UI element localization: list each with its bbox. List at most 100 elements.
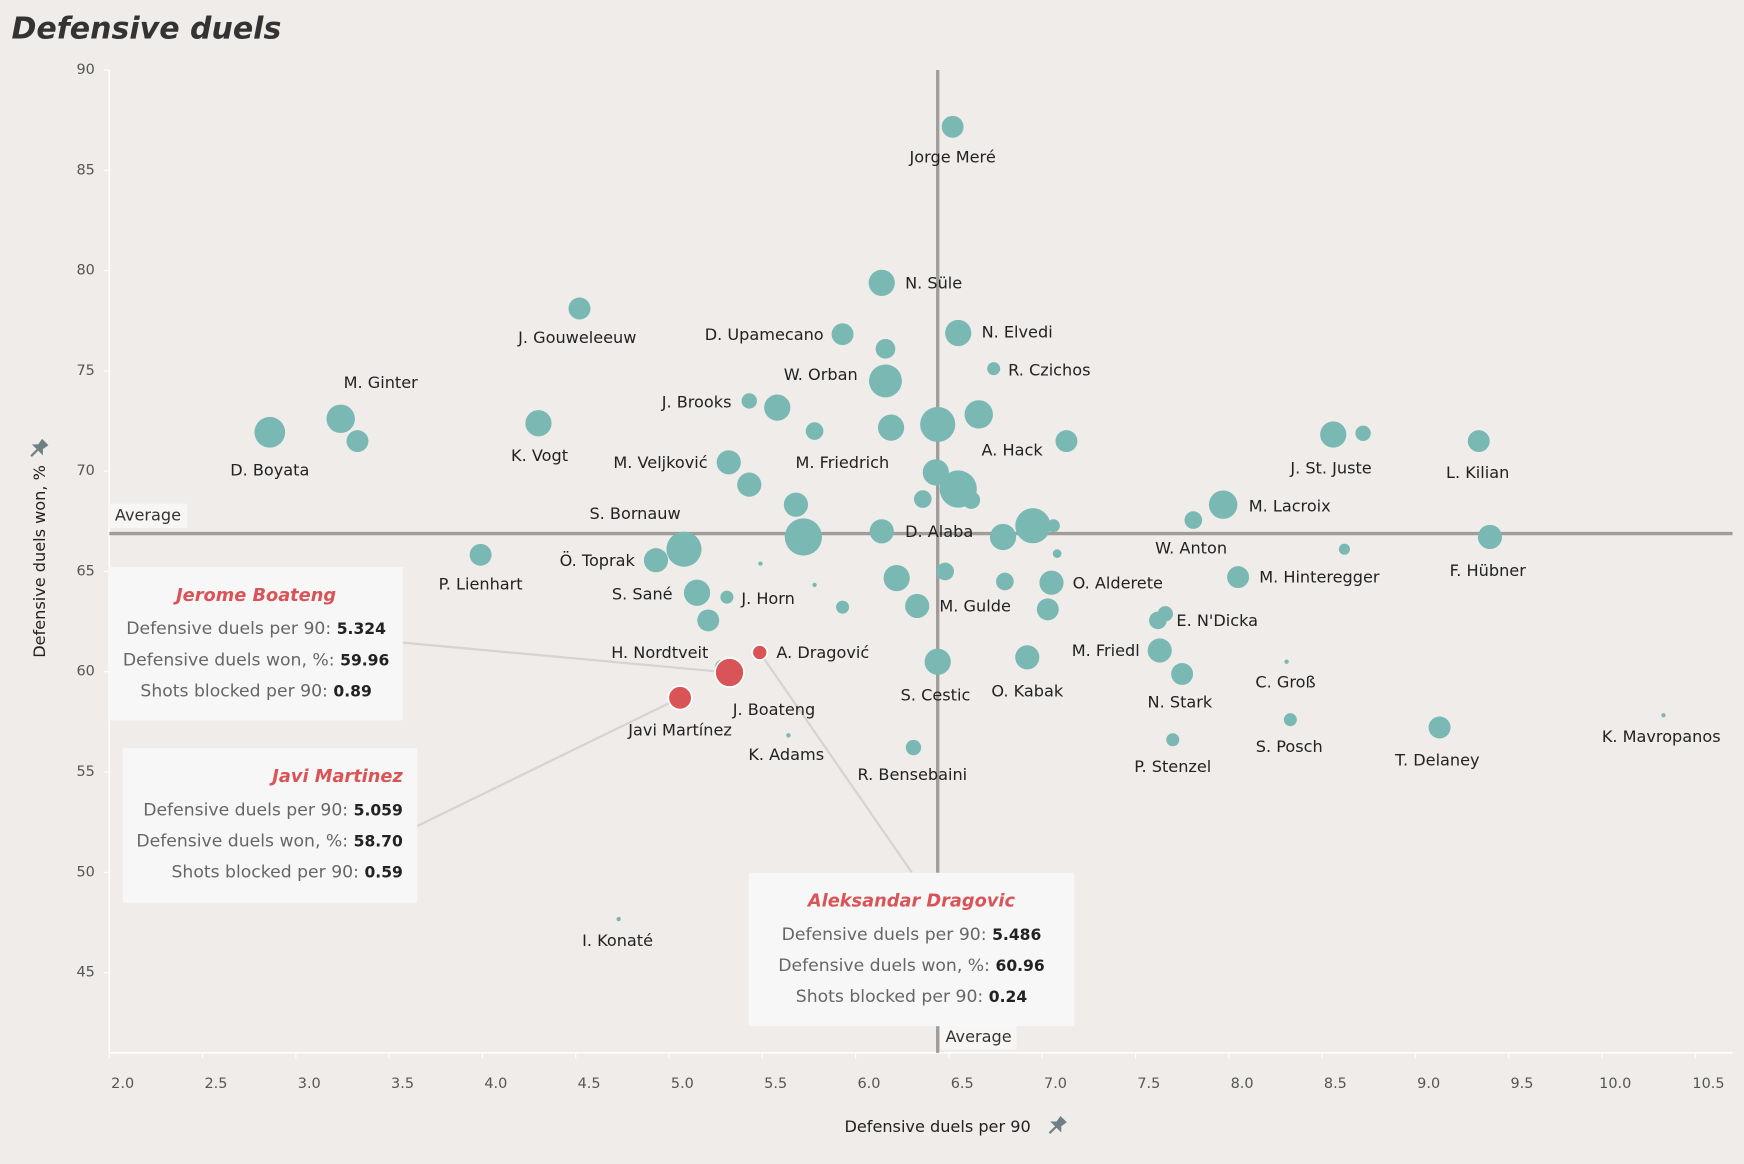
point-label: H. Nordtveit bbox=[611, 643, 708, 662]
bubble bbox=[1015, 508, 1051, 544]
bubble bbox=[786, 733, 791, 738]
y-tick-label: 65 bbox=[77, 563, 95, 579]
average-label-bg bbox=[939, 1025, 1017, 1050]
y-tick-label: 55 bbox=[77, 764, 95, 780]
bubble bbox=[1055, 430, 1078, 453]
point-label: M. Gulde bbox=[939, 597, 1011, 616]
annotation-row-value: 5.486 bbox=[992, 925, 1041, 943]
x-tick-label: 4.0 bbox=[484, 1076, 507, 1092]
annotation-box bbox=[122, 748, 418, 903]
annotation-title: Aleksandar Dragovic bbox=[806, 891, 1016, 912]
pin-icon[interactable] bbox=[26, 437, 51, 462]
x-tick-label: 9.5 bbox=[1510, 1076, 1533, 1092]
y-tick-label: 75 bbox=[77, 363, 95, 379]
bubble bbox=[913, 490, 932, 508]
point-label: Javi Martínez bbox=[627, 721, 732, 740]
point-label: K. Mavropanos bbox=[1602, 727, 1721, 746]
x-tick-label: 10.0 bbox=[1599, 1076, 1631, 1092]
bubble bbox=[962, 491, 981, 509]
bubble bbox=[922, 459, 949, 486]
point-label: S. Bornauw bbox=[589, 504, 680, 523]
bubble bbox=[764, 394, 791, 421]
bubble bbox=[525, 410, 552, 437]
y-tick-label: 60 bbox=[77, 664, 95, 680]
bubble bbox=[1147, 638, 1172, 663]
point-label: T. Delaney bbox=[1394, 750, 1480, 769]
pin-icon[interactable] bbox=[1044, 1114, 1069, 1139]
point-label: D. Alaba bbox=[905, 522, 973, 541]
highlight-bubble bbox=[667, 685, 693, 711]
x-tick-label: 2.5 bbox=[204, 1076, 227, 1092]
bubble bbox=[945, 319, 972, 347]
annotation-row: Shots blocked per 90: 0.59 bbox=[171, 863, 402, 883]
point-label: Jorge Meré bbox=[909, 147, 996, 166]
bubble bbox=[1052, 549, 1062, 558]
bubble bbox=[1320, 421, 1347, 448]
annotation-row-label: Defensive duels won, %: bbox=[778, 956, 990, 976]
point-label: J. Gouweleeuw bbox=[517, 328, 636, 347]
bubble bbox=[1477, 524, 1503, 550]
bubble bbox=[996, 572, 1014, 591]
average-label: Average bbox=[115, 505, 181, 524]
point-label: L. Kilian bbox=[1446, 463, 1509, 482]
bubble bbox=[568, 297, 591, 320]
annotation-row-value: 5.059 bbox=[354, 801, 403, 819]
y-axis-title: Defensive duels won, % bbox=[30, 465, 49, 658]
points-layer bbox=[254, 115, 1666, 922]
bubble bbox=[741, 393, 757, 409]
bubble bbox=[720, 590, 734, 604]
point-label: M. Lacroix bbox=[1249, 496, 1331, 515]
annotation-row: Shots blocked per 90: 0.24 bbox=[796, 987, 1028, 1007]
point-label: N. Süle bbox=[905, 273, 962, 292]
point-label: J. Brooks bbox=[661, 393, 732, 412]
point-label: P. Lienhart bbox=[439, 574, 523, 593]
point-label: J. Horn bbox=[740, 589, 795, 608]
bubble bbox=[812, 582, 817, 588]
annotation-row-label: Defensive duels per 90: bbox=[782, 925, 987, 945]
axes bbox=[108, 70, 1733, 1054]
y-tick-label: 70 bbox=[77, 463, 95, 479]
point-label: M. Veljković bbox=[613, 453, 707, 472]
x-tick-label: 7.5 bbox=[1137, 1076, 1160, 1092]
highlight-bubble bbox=[714, 657, 745, 688]
annotation-row: Defensive duels won, %: 59.96 bbox=[123, 650, 389, 670]
y-tick-label: 50 bbox=[77, 864, 95, 880]
point-label: N. Stark bbox=[1148, 692, 1213, 711]
point-label: C. Groß bbox=[1255, 672, 1315, 691]
bubble bbox=[924, 648, 951, 675]
point-label: Ö. Toprak bbox=[560, 551, 636, 570]
point-label: S. Sané bbox=[612, 584, 673, 603]
x-tick-label: 5.5 bbox=[764, 1076, 787, 1092]
annotation-title: Javi Martinez bbox=[269, 766, 403, 787]
bubble bbox=[1046, 519, 1060, 533]
x-tick-label: 4.5 bbox=[578, 1076, 601, 1092]
point-label: J. Boateng bbox=[732, 700, 815, 719]
bubble bbox=[905, 593, 930, 619]
bubble bbox=[1171, 662, 1194, 685]
x-axis-title: Defensive duels per 90 bbox=[844, 1117, 1030, 1136]
bubble bbox=[326, 404, 355, 434]
bubble bbox=[875, 339, 896, 359]
point-label: W. Orban bbox=[784, 365, 858, 384]
point-label: M. Friedl bbox=[1072, 641, 1140, 660]
bubble bbox=[1428, 716, 1451, 739]
y-tick-label: 85 bbox=[77, 162, 95, 178]
x-tick-label: 8.5 bbox=[1324, 1076, 1347, 1092]
annotation-connector bbox=[758, 651, 913, 874]
annotation-row-label: Shots blocked per 90: bbox=[140, 682, 327, 702]
annotation-box bbox=[748, 872, 1075, 1027]
bubble bbox=[616, 916, 621, 922]
annotation-row: Defensive duels won, %: 60.96 bbox=[778, 956, 1044, 976]
point-label: M. Hinteregger bbox=[1259, 568, 1380, 587]
bubble bbox=[683, 579, 711, 606]
annotation-connector bbox=[416, 696, 681, 828]
x-tick-label: 5.0 bbox=[671, 1076, 694, 1092]
bubble bbox=[936, 562, 954, 581]
annotation-connector bbox=[402, 641, 730, 674]
x-tick-label: 6.0 bbox=[857, 1076, 880, 1092]
annotation-row-label: Defensive duels won, %: bbox=[136, 832, 348, 852]
annotation: Javi Martinez Defensive duels per 90: 5.05… bbox=[122, 748, 418, 903]
annotation-row: Defensive duels won, %: 58.70 bbox=[136, 832, 403, 852]
annotation-row-value: 59.96 bbox=[340, 651, 389, 669]
